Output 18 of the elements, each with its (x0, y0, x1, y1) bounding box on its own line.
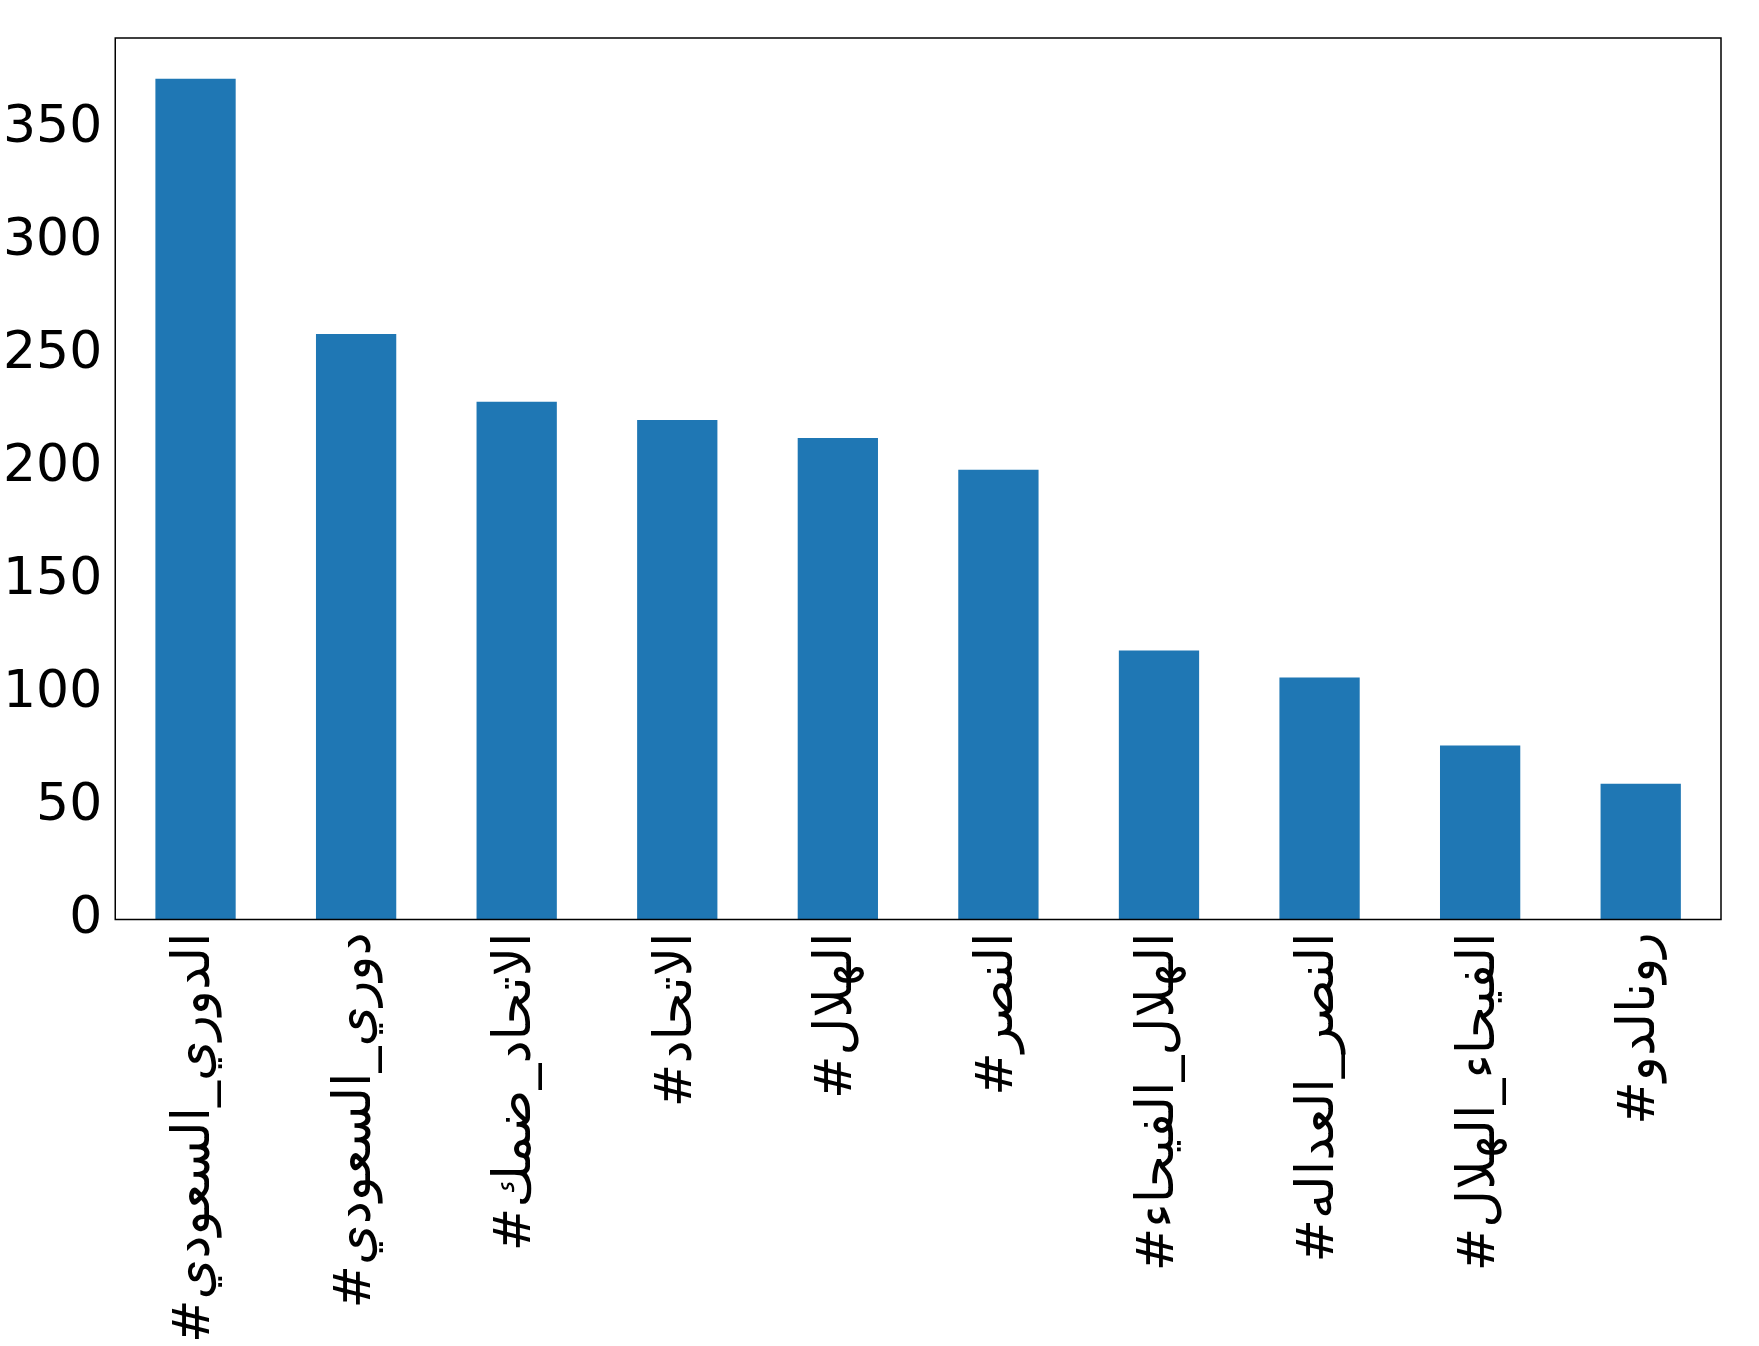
x-tick-label: #الهلال (803, 932, 865, 1100)
x-tick-label: #الاتحاد_ضمك (482, 932, 543, 1252)
x-tick-label: #النصر_العداله (1285, 932, 1347, 1263)
y-tick-label: 50 (36, 771, 103, 832)
y-tick-label: 100 (2, 658, 103, 719)
y-tick-label: 250 (2, 319, 103, 380)
x-tick-label: #الدوري_السعودي (161, 932, 223, 1344)
y-tick-label: 0 (69, 884, 103, 945)
y-tick-label: 200 (2, 432, 103, 493)
x-tick-label: #الاتحاد (642, 932, 703, 1108)
y-tick-label: 350 (2, 93, 103, 154)
y-tick-label: 150 (2, 545, 103, 606)
x-tick-label: #النصر (963, 932, 1025, 1096)
x-tick-label: #رونالدو (1606, 932, 1668, 1125)
y-tick-label: 300 (2, 206, 103, 267)
x-tick-label: #دوري_السعودي (321, 932, 383, 1309)
x-tick-label: #الهلال_الفيحاء (1124, 932, 1186, 1272)
x-tick-label: #الفيحاء_الهلال (1445, 932, 1507, 1272)
